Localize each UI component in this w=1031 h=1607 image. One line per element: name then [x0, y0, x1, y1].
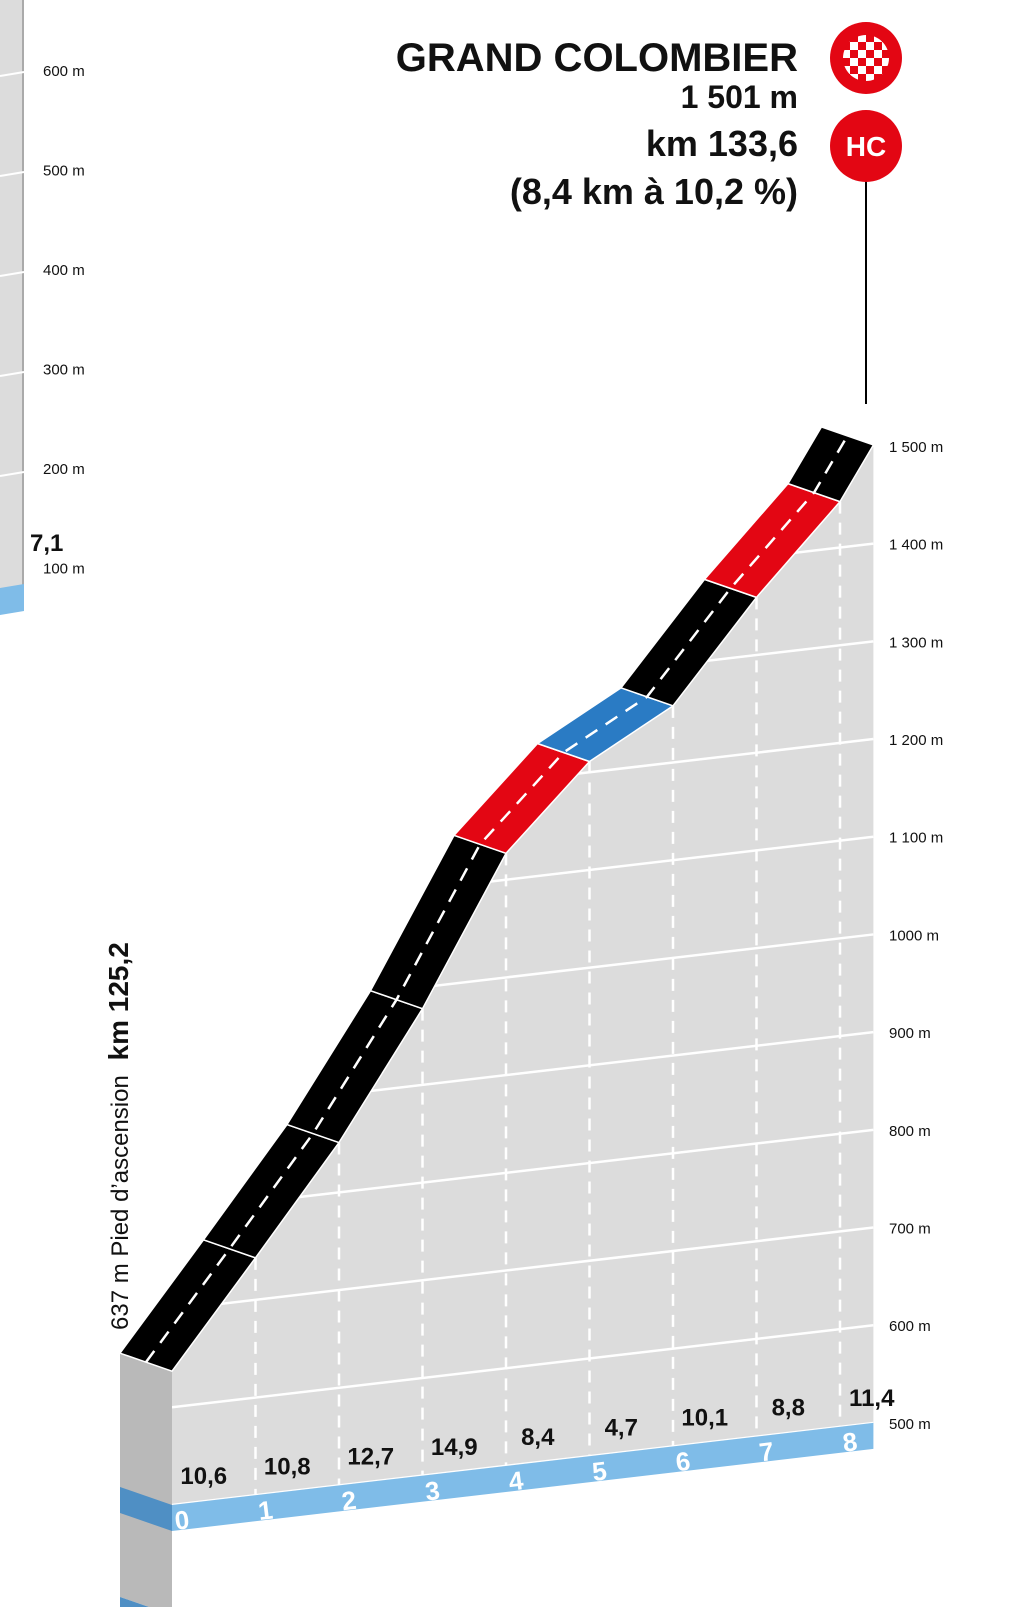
y-tick-label: 1 100 m — [889, 830, 943, 847]
gradient-label: 8,8 — [772, 1395, 805, 1422]
left-panel-ground — [0, 0, 24, 596]
checker-cell — [843, 50, 850, 58]
km-label: 7 — [757, 1436, 775, 1468]
start-label: 637 m Pied d’ascension km 125,2 — [103, 942, 134, 1330]
checker-cell — [850, 66, 858, 74]
checker-cell — [874, 35, 882, 42]
km-label: 1 — [256, 1495, 274, 1527]
checker-cell — [882, 58, 889, 66]
left-axis-label: 600 m — [43, 63, 85, 80]
gradient-label: 4,7 — [605, 1414, 638, 1441]
checker-cell — [874, 42, 882, 50]
y-tick-label: 500 m — [889, 1416, 931, 1433]
left-axis-label: 200 m — [43, 461, 85, 478]
checker-cell — [882, 66, 889, 74]
start-label-km: km 125,2 — [103, 942, 134, 1060]
left-panel-base-band — [0, 584, 24, 615]
left-gradient-label: 7,1 — [30, 530, 63, 557]
y-tick-label: 900 m — [889, 1025, 931, 1042]
checker-cell — [850, 58, 858, 66]
checker-cell — [866, 74, 874, 81]
km-label: 3 — [423, 1475, 441, 1507]
checker-cell — [874, 66, 882, 74]
y-tick-label: 1 200 m — [889, 732, 943, 749]
summit-climb-stats: (8,4 km à 10,2 %) — [510, 171, 798, 212]
base-band-start — [120, 1597, 149, 1607]
checker-cell — [843, 58, 850, 66]
checker-cell — [866, 50, 874, 58]
checker-cell — [858, 66, 866, 74]
left-axis-label: 400 m — [43, 262, 85, 279]
gradient-label: 12,7 — [347, 1444, 394, 1471]
checker-cell — [858, 58, 866, 66]
checker-cell — [850, 35, 858, 42]
km-label: 4 — [507, 1465, 526, 1497]
checker-cell — [882, 42, 889, 50]
summit-name: GRAND COLOMBIER — [396, 36, 798, 80]
gradient-label: 14,9 — [431, 1434, 478, 1461]
checker-cell — [874, 50, 882, 58]
left-axis-label: 300 m — [43, 362, 85, 379]
left-panel-previous-climb: 7,1 600 m 500 m 400 m 300 m 200 m 100 m — [0, 0, 85, 615]
checker-grid — [843, 35, 889, 81]
y-tick-label: 600 m — [889, 1318, 931, 1335]
profile-start-wall — [120, 1353, 172, 1607]
y-tick-label: 800 m — [889, 1123, 931, 1140]
checker-cell — [858, 42, 866, 50]
checker-cell — [843, 42, 850, 50]
category-badge-label: HC — [846, 131, 886, 162]
checker-cell — [866, 35, 874, 42]
summit-km: km 133,6 — [646, 123, 798, 164]
checker-cell — [866, 42, 874, 50]
y-tick-label: 1000 m — [889, 927, 939, 944]
gradient-label: 8,4 — [521, 1424, 555, 1451]
summit-altitude: 1 501 m — [681, 79, 798, 115]
checker-cell — [850, 42, 858, 50]
km-label: 6 — [674, 1446, 692, 1478]
gradient-label: 10,1 — [681, 1404, 728, 1431]
base-band-side — [120, 1487, 172, 1531]
checker-cell — [874, 58, 882, 66]
checker-cell — [843, 66, 850, 74]
km-label: 0 — [173, 1504, 191, 1536]
gridline — [172, 1226, 874, 1311]
gradient-label: 11,4 — [849, 1385, 895, 1412]
road-centre-line — [144, 435, 849, 1363]
checkered-flag-icon — [843, 35, 889, 81]
y-tick-label: 1 400 m — [889, 537, 943, 554]
gradient-label: 10,6 — [180, 1463, 227, 1490]
checker-cell — [882, 50, 889, 58]
km-label: 2 — [340, 1485, 358, 1517]
km-label: 8 — [841, 1426, 859, 1458]
y-tick-label: 1 300 m — [889, 634, 943, 651]
checker-cell — [850, 50, 858, 58]
left-axis-label: 500 m — [43, 163, 85, 180]
checker-cell — [866, 66, 874, 74]
checker-cell — [850, 74, 858, 81]
category-badge — [830, 110, 902, 182]
y-tick-label: 1 500 m — [889, 439, 943, 456]
checker-cell — [866, 58, 874, 66]
checker-cell — [858, 74, 866, 81]
gradient-label: 10,8 — [264, 1453, 311, 1480]
left-axis-label: 100 m — [43, 561, 85, 578]
checker-cell — [858, 35, 866, 42]
checker-cell — [858, 50, 866, 58]
y-tick-label: 700 m — [889, 1221, 931, 1238]
summit-marker: HC — [830, 22, 902, 404]
chart-layer: 0 1 2 3 4 5 6 7 8 10,6 10,8 12,7 14,9 8,4 4,7 10,1 8,8 11… — [119, 426, 943, 1607]
km-label: 5 — [590, 1455, 608, 1487]
checker-cell — [874, 74, 882, 81]
start-label-prefix: 637 m Pied d’ascension — [107, 1075, 134, 1330]
base-band — [172, 1422, 874, 1531]
